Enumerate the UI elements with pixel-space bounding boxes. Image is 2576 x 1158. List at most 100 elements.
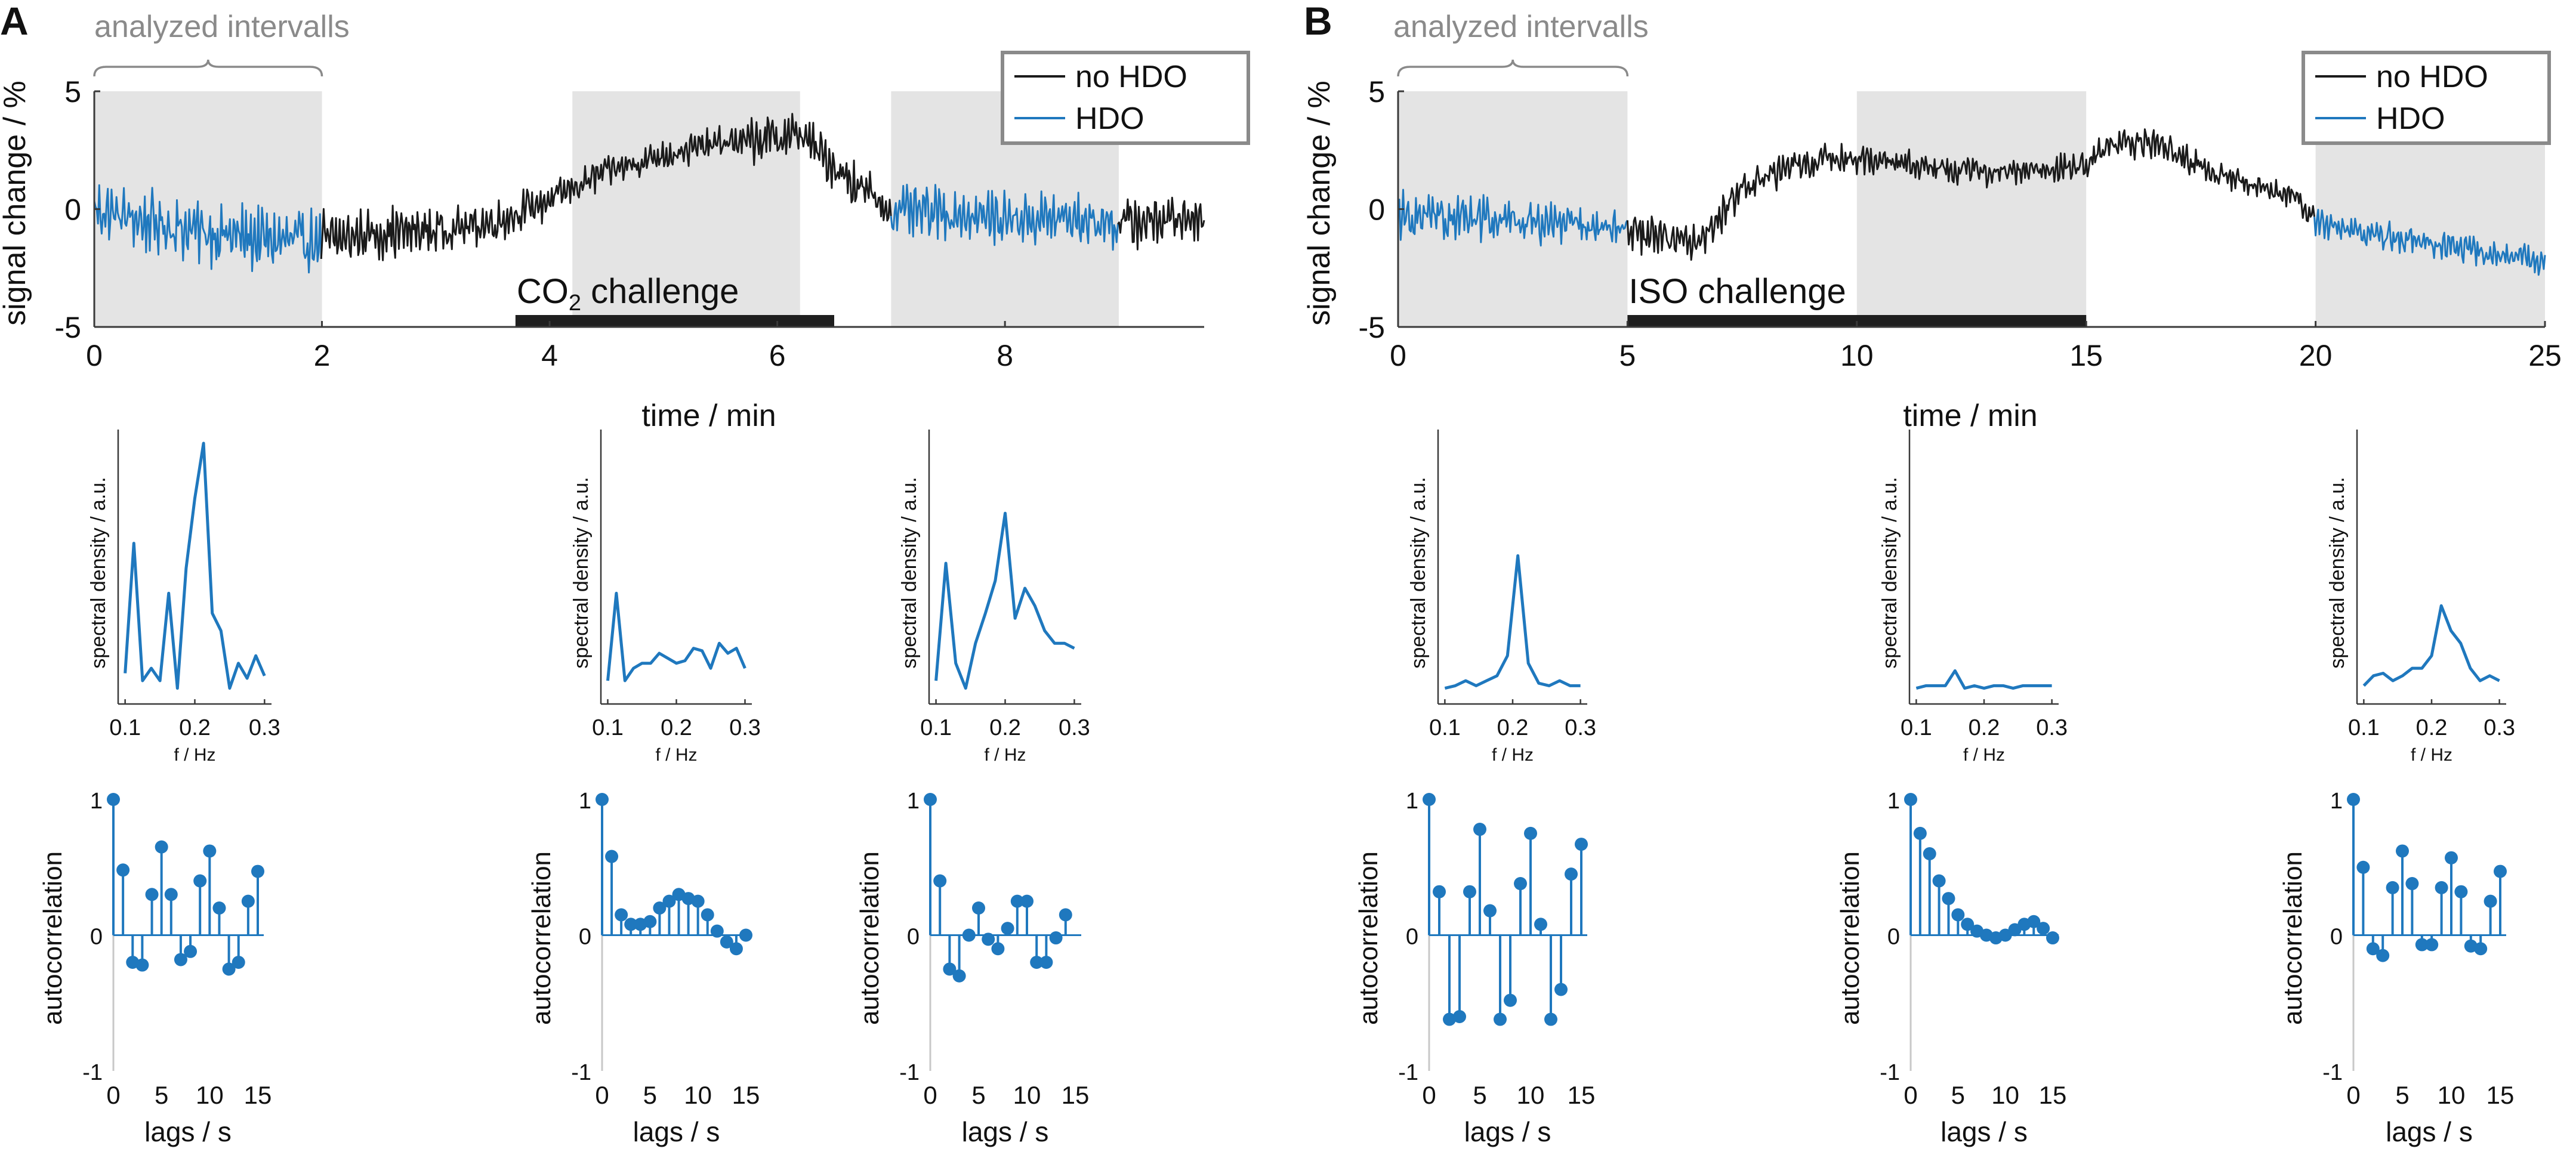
spectrum-plot-3: 0.1 0.2 0.3 f / Hz spectral density / a.u. xyxy=(898,430,1090,765)
legend-label-no-hdo: no HDO xyxy=(1075,60,1187,94)
x-tick-label: 6 xyxy=(769,339,786,372)
y-tick-label: 5 xyxy=(1368,75,1385,109)
autocorr-x-tick-label: 5 xyxy=(1473,1081,1486,1109)
analyzed-intervals-label: analyzed intervalls xyxy=(1393,10,1649,44)
autocorr-x-tick-label: 10 xyxy=(684,1081,712,1109)
x-tick-label: 20 xyxy=(2299,339,2333,372)
signal-trace xyxy=(1397,128,2546,276)
challenge-label-main: CO xyxy=(517,272,569,311)
autocorr-point xyxy=(720,935,733,949)
autocorr-x-label: lags / s xyxy=(1941,1116,2028,1147)
autocorr-y-tick-label: -1 xyxy=(1398,1060,1418,1085)
spectrum-line xyxy=(934,511,1075,690)
spectrum-line xyxy=(124,441,266,690)
autocorr-point xyxy=(1443,1012,1456,1026)
spectrum-line xyxy=(1915,669,2052,690)
spectrum-x-tick-label: 0.2 xyxy=(661,715,692,740)
autocorr-y-label: autocorrelation xyxy=(1835,851,1865,1025)
autocorr-point xyxy=(1423,793,1436,806)
autocorr-point xyxy=(1473,823,1486,836)
autocorr-point xyxy=(710,924,724,938)
x-tick-label: 25 xyxy=(2528,339,2562,372)
autocorr-y-label: autocorrelation xyxy=(38,851,67,1025)
panel-label-a: A xyxy=(0,0,29,43)
autocorr-point xyxy=(1575,838,1588,851)
x-tick-label: 8 xyxy=(997,339,1013,372)
shaded-intervals xyxy=(94,91,1119,327)
spectrum-x-tick-label: 0.1 xyxy=(109,715,141,740)
autocorr-x-tick-label: 5 xyxy=(2395,1081,2409,1109)
autocorr-point xyxy=(2474,942,2488,956)
autocorr-y-tick-label: 0 xyxy=(579,925,591,950)
autocorr-point xyxy=(701,908,714,922)
iso-challenge-label: ISO challenge xyxy=(1628,272,1846,311)
autocorr-point xyxy=(982,932,995,946)
spectrum-x-tick-label: 0.3 xyxy=(1565,715,1596,740)
autocorr-y-tick-label: 1 xyxy=(90,789,103,814)
autocorr-x-tick-label: 10 xyxy=(1517,1081,1545,1109)
x-tick-label: 15 xyxy=(2069,339,2103,372)
autocorr-point xyxy=(241,894,255,908)
autocorr-point xyxy=(2366,942,2380,956)
autocorr-point xyxy=(1913,826,1927,840)
spectrum-x-label: f / Hz xyxy=(1492,745,1534,765)
autocorr-y-tick-label: 0 xyxy=(907,925,920,950)
spectrum-x-tick-label: 0.2 xyxy=(989,715,1021,740)
autocorr-point xyxy=(1433,885,1446,898)
autocorr-point xyxy=(2396,844,2409,858)
autocorr-x-tick-label: 15 xyxy=(244,1081,272,1109)
spectrum-y-label: spectral density / a.u. xyxy=(1878,477,1901,668)
autocorr-x-tick-label: 15 xyxy=(1568,1081,1596,1109)
spectrum-x-tick-label: 0.3 xyxy=(1059,715,1090,740)
autocorr-point xyxy=(1039,956,1053,969)
x-tick-label: 10 xyxy=(1840,339,1874,372)
y-tick-label: -5 xyxy=(55,311,81,344)
autocorr-x-tick-label: 5 xyxy=(1951,1081,1965,1109)
autocorr-point xyxy=(662,894,676,908)
autocorr-point xyxy=(2386,881,2399,894)
spectrum-plot-1: 0.1 0.2 0.3 f / Hz spectral density / a.u. xyxy=(87,430,280,765)
hdo-trace-segment-3 xyxy=(890,184,1119,251)
autocorr-point xyxy=(203,844,217,858)
no-hdo-trace-segment-4 xyxy=(1117,196,1205,251)
challenge-label-sub: 2 xyxy=(569,291,581,316)
autocorr-y-label: autocorrelation xyxy=(527,851,556,1025)
spectrum-y-label: spectral density / a.u. xyxy=(570,477,593,668)
autocorr-point xyxy=(643,915,657,928)
autocorr-point xyxy=(116,863,130,877)
autocorr-x-label: lags / s xyxy=(633,1116,720,1147)
autocorr-point xyxy=(164,888,178,901)
autocorr-point xyxy=(1923,847,1936,860)
autocorr-point xyxy=(991,942,1005,956)
autocorr-point xyxy=(2435,881,2448,894)
main-axes: 50-50 5 10 15 20 25 xyxy=(1359,75,2562,372)
autocorr-x-tick-label: 15 xyxy=(2486,1081,2515,1109)
legend: no HDO HDO xyxy=(2302,51,2551,145)
x-tick-label: 4 xyxy=(541,339,558,372)
spectrum-x-label: f / Hz xyxy=(174,745,215,765)
autocorr-point xyxy=(2347,793,2360,806)
spectrum-x-tick-label: 0.2 xyxy=(179,715,211,740)
legend-label-no-hdo: no HDO xyxy=(2376,60,2488,94)
x-tick-label: 0 xyxy=(1390,339,1406,372)
autocorr-point xyxy=(1453,1010,1466,1023)
autocorr-point xyxy=(251,864,264,878)
y-tick-label: 5 xyxy=(64,75,81,109)
autocorr-x-tick-label: 5 xyxy=(643,1081,657,1109)
spectrum-x-tick-label: 0.3 xyxy=(249,715,280,740)
panel-label-b: B xyxy=(1304,0,1332,43)
autocorr-point xyxy=(1504,993,1517,1007)
autocorr-y-tick-label: 1 xyxy=(1887,789,1900,814)
autocorr-x-tick-label: 10 xyxy=(2438,1081,2466,1109)
spectrum-line xyxy=(2362,604,2500,687)
sub-plots: 0.1 0.2 0.3 f / Hz spectral density / a.u. 0.… xyxy=(38,430,1090,1147)
autocorr-y-tick-label: 0 xyxy=(90,925,103,950)
hdo-trace-segment-1 xyxy=(93,184,322,274)
co2-challenge-label: CO2 challenge xyxy=(517,272,739,316)
no-hdo-trace-segment-2 xyxy=(320,113,892,261)
panel-b: B analyzed intervalls ISO challenge 50-5… xyxy=(1302,0,2562,1147)
spectrum-x-tick-label: 0.1 xyxy=(592,715,624,740)
